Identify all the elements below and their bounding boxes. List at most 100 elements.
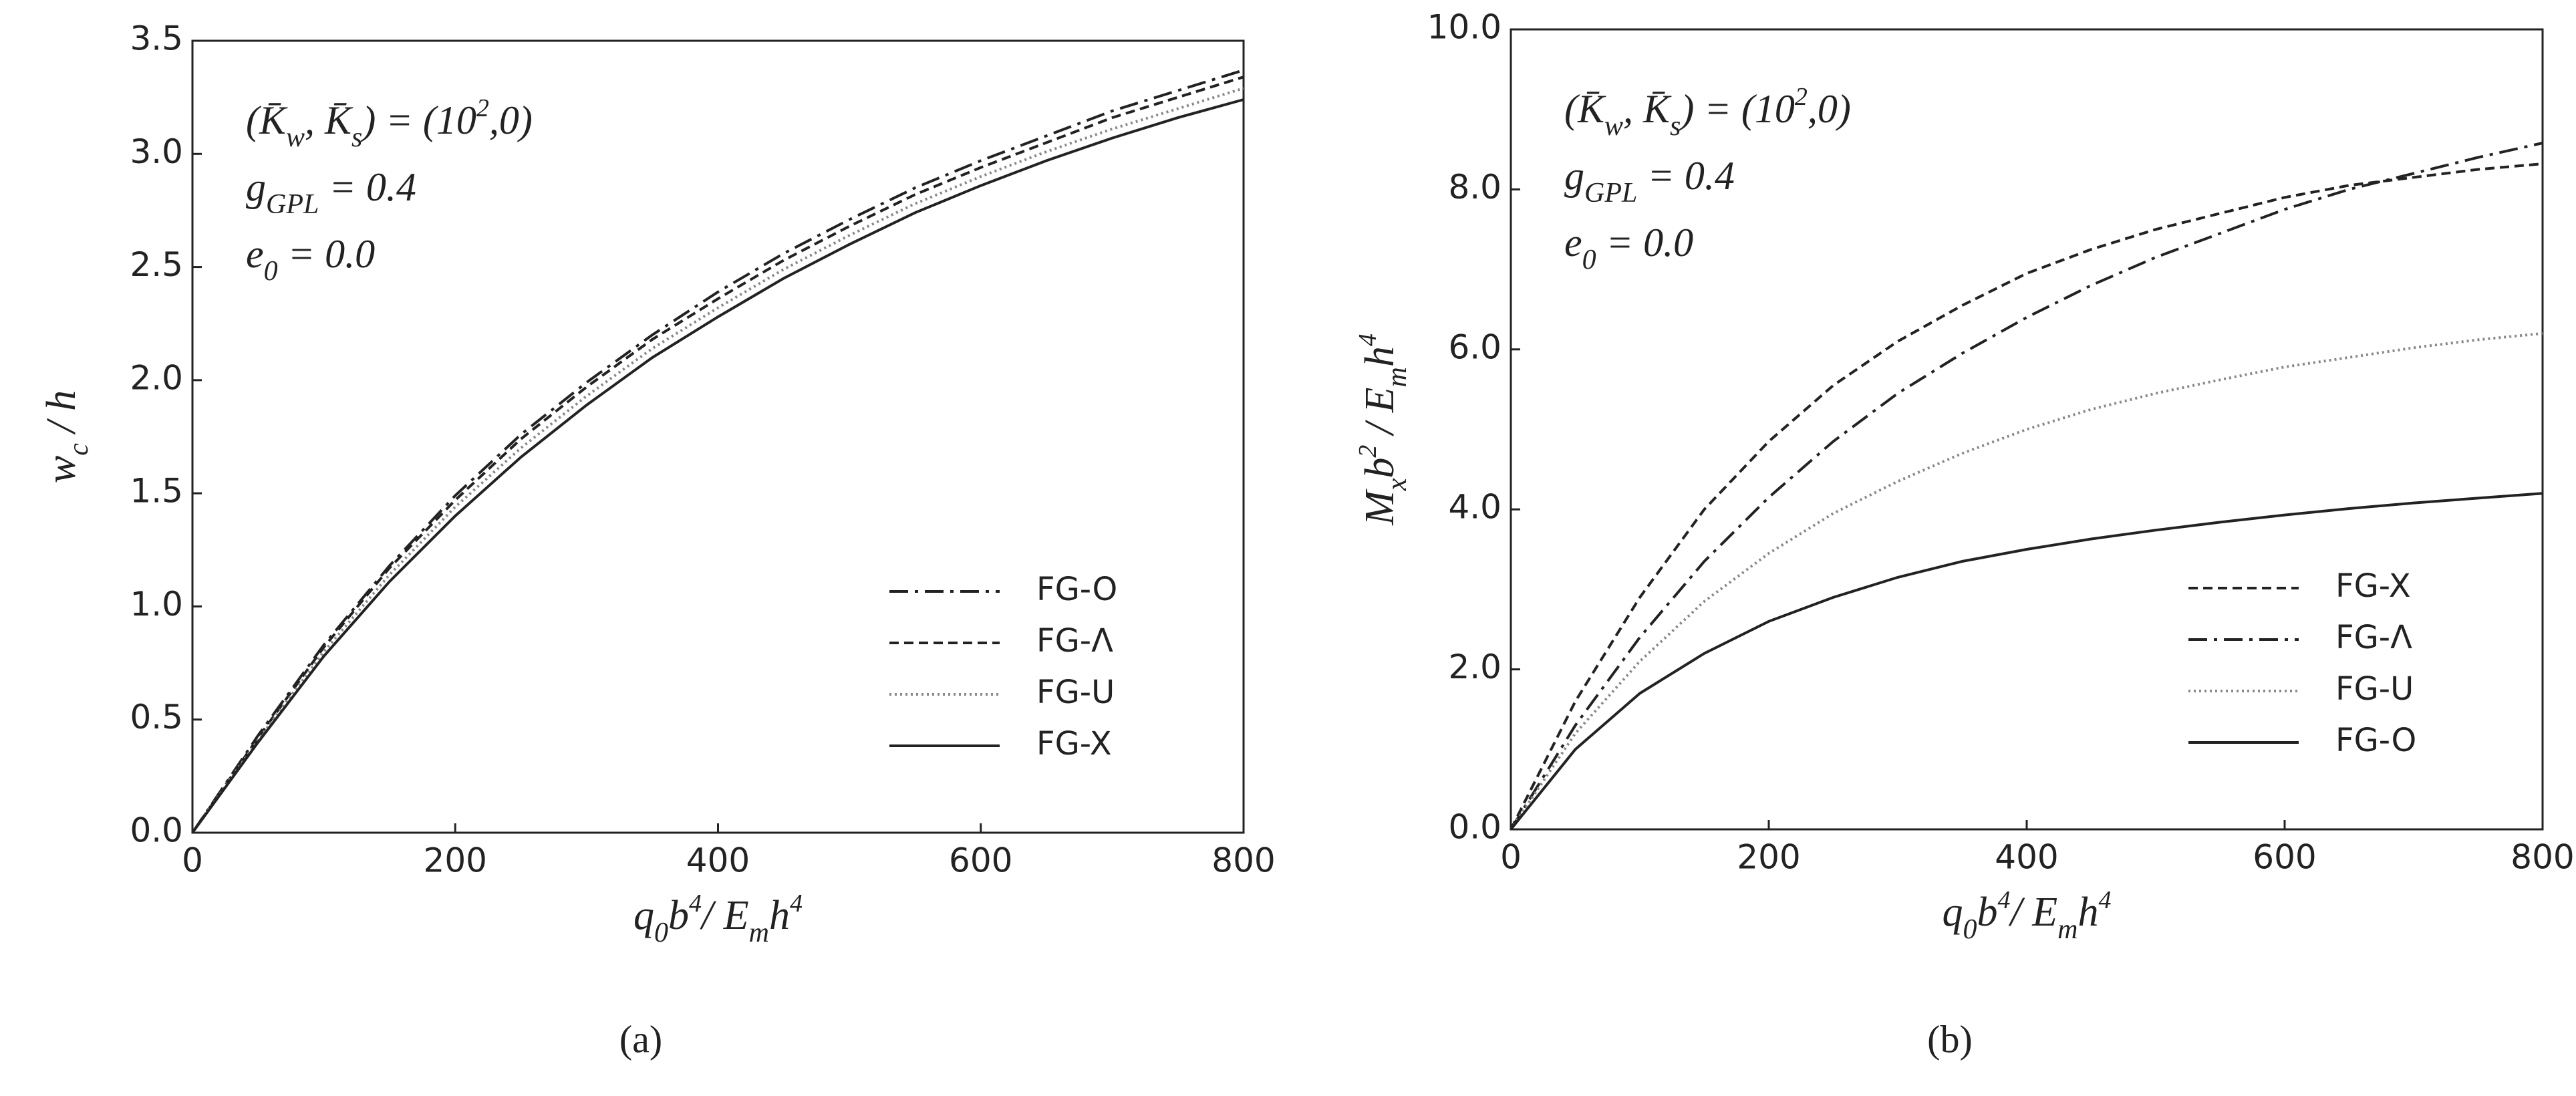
superscript: 4 [790, 889, 803, 918]
text-part: = 0.4 [319, 165, 416, 209]
x-tick-label: 200 [424, 841, 487, 880]
text-part: b [1977, 889, 1998, 935]
text-part: ) = (10 [360, 98, 476, 142]
series-line [191, 98, 1244, 834]
superscript: 4 [1998, 886, 2011, 914]
subscript: 0 [654, 918, 668, 948]
x-tick-label: 0 [1500, 838, 1522, 877]
subscript: s [351, 122, 362, 153]
text-part: (K̄ [246, 98, 288, 142]
text-part: q [1943, 889, 1963, 935]
x-tick-label: 0 [182, 841, 203, 880]
legend-label: FG-O [2335, 722, 2416, 759]
annotation: gGPL = 0.4 [246, 165, 416, 220]
x-tick-label: 400 [686, 841, 750, 880]
text-part: , K̄ [1623, 87, 1672, 131]
y-tick-label: 0.0 [1448, 808, 1501, 847]
subscript: 0 [1963, 914, 1977, 945]
text-part: h [769, 893, 790, 938]
y-axis-label: wc / h [39, 390, 94, 483]
text-part: ) = (10 [1679, 87, 1794, 131]
caption: (b) [1927, 1017, 1973, 1061]
text-part: = 0.0 [278, 232, 376, 276]
annotation: gGPL = 0.4 [1564, 154, 1735, 209]
x-tick-label: 800 [2511, 838, 2574, 877]
text-part: ,0) [1808, 87, 1851, 131]
text-part: / E [700, 893, 749, 938]
subscript: m [749, 918, 769, 948]
y-tick-label: 8.0 [1448, 168, 1501, 207]
x-tick-label: 600 [2253, 838, 2316, 877]
chart: 0.00.51.01.52.02.53.03.50 200 400 600 800q0b… [39, 19, 1275, 1061]
legend-label: FG-X [1036, 725, 1112, 763]
y-tick-label: 6.0 [1448, 327, 1501, 366]
text-part: g [246, 165, 266, 209]
y-tick-label: 0.0 [130, 811, 183, 850]
text-part: / E [1357, 387, 1403, 444]
plot-frame [1510, 28, 2544, 831]
y-tick-label: 3.5 [130, 19, 183, 58]
text-part: / E [2009, 889, 2058, 935]
text-part: h [2078, 889, 2098, 935]
text-part: ,0) [489, 98, 533, 142]
annotation: e0 = 0.0 [246, 232, 375, 287]
legend-label: FG-Λ [2335, 619, 2412, 656]
series-line [1510, 492, 2543, 831]
y-axis-label: Mxb2 / Emh4 [1354, 333, 1413, 526]
x-tick-label: 400 [1995, 838, 2058, 877]
superscript: 4 [2098, 886, 2111, 914]
legend-label: FG-U [2335, 670, 2414, 708]
text-part: e [246, 232, 264, 276]
subscript: m [2057, 914, 2078, 945]
text-part: (K̄ [1564, 87, 1606, 131]
subscript: c [63, 443, 94, 456]
text-part: , K̄ [305, 98, 353, 142]
subscript: GPL [266, 189, 319, 220]
legend-label: FG-Λ [1036, 622, 1113, 660]
x-axis-label: q0b4/ Emh4 [1943, 886, 2112, 945]
x-axis-label: q0b4/ Emh4 [633, 889, 803, 948]
x-tick-label: 600 [949, 841, 1012, 880]
text-part: = 0.4 [1637, 154, 1735, 198]
subscript: m [1382, 367, 1413, 387]
legend-label: FG-X [2335, 567, 2411, 605]
annotation: (K̄w, K̄s) = (102,0) [1564, 83, 1851, 142]
text-part: = 0.0 [1596, 221, 1694, 265]
x-tick-label: 200 [1737, 838, 1800, 877]
text-part: g [1564, 154, 1584, 198]
y-tick-label: 1.0 [130, 585, 183, 624]
superscript: 2 [1354, 445, 1382, 458]
text-part: b [1357, 458, 1403, 478]
subscript: 0 [1582, 245, 1596, 275]
text-part: b [668, 893, 689, 938]
subscript: w [1604, 111, 1623, 142]
y-tick-label: 2.0 [130, 358, 183, 397]
series-line [191, 69, 1244, 834]
superscript: 2 [1795, 83, 1808, 111]
y-tick-label: 3.0 [130, 132, 183, 171]
y-tick-label: 0.5 [130, 698, 183, 736]
text-part: e [1564, 221, 1582, 265]
series-line [191, 87, 1244, 834]
text-part: / h [39, 390, 84, 443]
caption: (a) [619, 1017, 662, 1061]
y-tick-label: 10.0 [1427, 8, 1501, 47]
subscript: x [1382, 478, 1413, 491]
x-tick-label: 800 [1211, 841, 1275, 880]
series-line [191, 76, 1244, 834]
legend-label: FG-U [1036, 674, 1115, 711]
annotation: e0 = 0.0 [1564, 221, 1693, 275]
annotation: (K̄w, K̄s) = (102,0) [246, 94, 533, 153]
subscript: 0 [264, 256, 278, 287]
legend-label: FG-O [1036, 571, 1117, 608]
text-part: M [1357, 489, 1403, 526]
y-tick-label: 2.5 [130, 245, 183, 284]
subscript: s [1670, 111, 1681, 142]
plot-frame [191, 39, 1245, 834]
text-part: h [1357, 346, 1403, 367]
text-part: q [633, 893, 654, 938]
text-part: w [39, 456, 84, 483]
